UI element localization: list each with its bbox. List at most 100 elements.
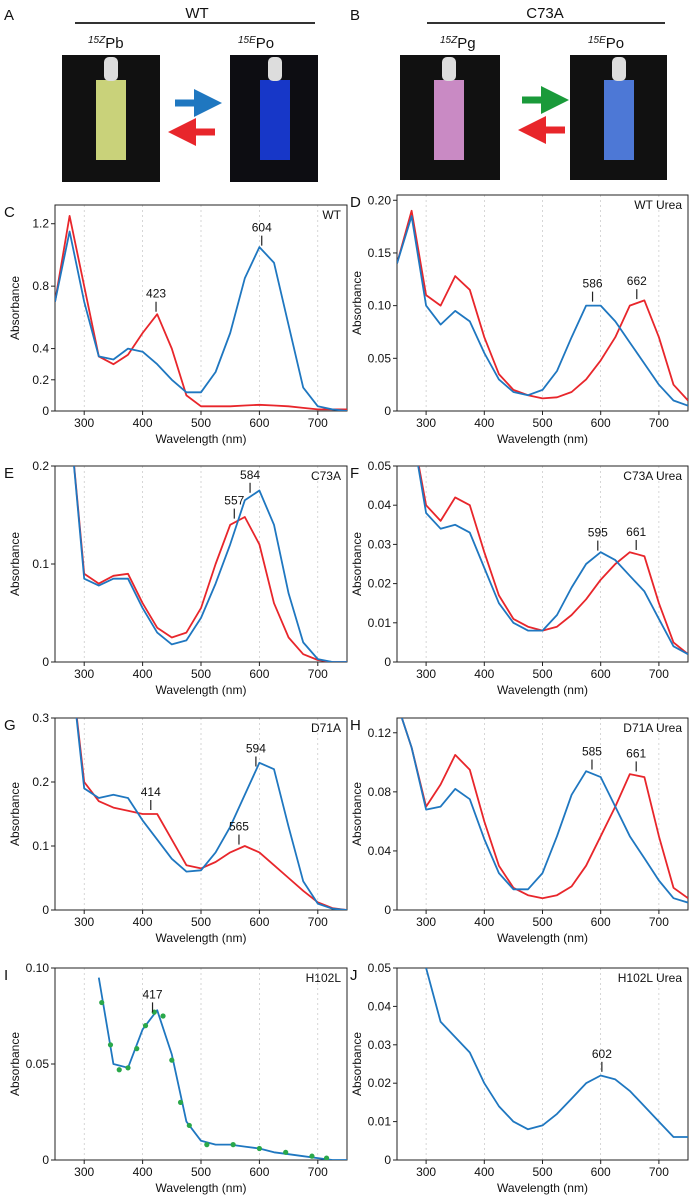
- peak-label: 661: [626, 525, 646, 539]
- y-tick-label: 0.10: [368, 299, 392, 313]
- x-tick-label: 300: [416, 667, 436, 681]
- y-tick-label: 0.01: [368, 1115, 392, 1129]
- data-point: [177, 1099, 184, 1105]
- x-tick-label: 300: [416, 416, 436, 430]
- peak-label: 417: [143, 987, 163, 1001]
- y-tick-label: 0.4: [32, 342, 49, 356]
- x-tick-label: 500: [532, 667, 552, 681]
- spectrum-line: [55, 230, 347, 411]
- plot-area: [400, 718, 688, 904]
- x-tick-label: 300: [74, 667, 94, 681]
- x-tick-label: 600: [249, 667, 269, 681]
- x-tick-label: 400: [474, 667, 494, 681]
- x-tick-label: 300: [74, 915, 94, 929]
- peak-label: 584: [240, 468, 260, 482]
- cap: [442, 57, 456, 81]
- x-tick-label: 400: [133, 915, 153, 929]
- peak-label: 423: [146, 287, 166, 301]
- cuvette: [434, 80, 464, 160]
- peak-label: 661: [626, 746, 646, 760]
- x-axis-label: Wavelength (nm): [156, 683, 247, 697]
- plot-area: [417, 466, 688, 655]
- x-tick-label: 400: [133, 667, 153, 681]
- cap: [612, 57, 626, 81]
- peak-label: 604: [252, 221, 272, 235]
- peak-label: 557: [224, 494, 244, 508]
- x-tick-label: 600: [591, 915, 611, 929]
- x-tick-label: 600: [591, 1165, 611, 1179]
- y-tick-label: 1.2: [32, 217, 49, 231]
- panel-title: WT: [185, 5, 208, 22]
- y-axis-label: Absorbance: [8, 1032, 22, 1096]
- x-tick-label: 700: [308, 416, 328, 430]
- x-tick-label: 400: [133, 1165, 153, 1179]
- plot-frame: [396, 967, 689, 1161]
- data-point: [230, 1142, 236, 1148]
- panel-letter: A: [4, 7, 14, 24]
- photo-label: 15EPo: [238, 35, 274, 52]
- x-tick-label: 400: [474, 416, 494, 430]
- y-tick-label: 0.20: [368, 193, 392, 207]
- x-tick-label: 600: [591, 416, 611, 430]
- x-tick-label: 500: [191, 915, 211, 929]
- y-tick-label: 0.02: [368, 577, 392, 591]
- data-point: [142, 1023, 149, 1029]
- x-tick-label: 700: [649, 1165, 669, 1179]
- spectrum-line: [75, 718, 347, 910]
- x-tick-label: 300: [74, 1165, 94, 1179]
- y-tick-label: 0: [42, 1153, 49, 1167]
- y-tick-label: 0: [384, 404, 391, 418]
- y-tick-label: 0.1: [32, 839, 49, 853]
- spectrum-line: [397, 215, 688, 407]
- chart-annotation: WT: [322, 208, 341, 222]
- panel-letter: D: [350, 194, 361, 211]
- plot-frame: [54, 967, 348, 1161]
- y-axis-label: Absorbance: [8, 276, 22, 340]
- peak-label: 602: [592, 1047, 612, 1061]
- data-point: [116, 1067, 122, 1073]
- data-point: [99, 999, 105, 1006]
- panel-letter: F: [350, 465, 359, 482]
- chart-annotation: C73A Urea: [623, 469, 682, 483]
- y-tick-label: 0.05: [368, 351, 392, 365]
- y-tick-label: 0.1: [32, 557, 49, 571]
- plot-area: [425, 968, 688, 1138]
- plot-frame: [54, 717, 348, 911]
- y-axis-label: Absorbance: [350, 1032, 364, 1096]
- data-point: [160, 1013, 166, 1019]
- data-point: [309, 1153, 315, 1159]
- chart-annotation: D71A: [311, 721, 341, 735]
- panel-letter: G: [4, 717, 16, 734]
- y-tick-label: 0: [42, 655, 49, 669]
- x-tick-label: 600: [249, 1165, 269, 1179]
- y-tick-label: 0: [384, 655, 391, 669]
- x-tick-label: 400: [133, 416, 153, 430]
- chart-annotation: D71A Urea: [623, 721, 682, 735]
- spectrum-line: [400, 718, 688, 904]
- y-tick-label: 0: [42, 903, 49, 917]
- y-tick-label: 0.15: [368, 246, 392, 260]
- peak-label: 595: [588, 526, 608, 540]
- x-tick-label: 300: [74, 416, 94, 430]
- x-tick-label: 500: [191, 416, 211, 430]
- cap: [104, 57, 118, 81]
- chart-annotation: WT Urea: [634, 198, 682, 212]
- panel-letter: J: [350, 967, 358, 984]
- y-tick-label: 0.03: [368, 537, 392, 551]
- spectrum-line: [73, 466, 347, 662]
- plot-frame: [54, 204, 348, 412]
- x-axis-label: Wavelength (nm): [156, 432, 247, 446]
- y-tick-label: 0.05: [368, 961, 392, 975]
- spectrum-line: [55, 215, 347, 411]
- x-tick-label: 300: [416, 915, 436, 929]
- plot-frame: [396, 717, 689, 911]
- x-tick-label: 500: [532, 915, 552, 929]
- photo-label: 15ZPg: [440, 35, 476, 52]
- data-point: [125, 1065, 131, 1071]
- peak-label: 662: [627, 274, 647, 288]
- x-axis-label: Wavelength (nm): [156, 931, 247, 945]
- peak-label: 586: [583, 277, 603, 291]
- plot-area: [397, 209, 688, 407]
- data-point: [256, 1145, 262, 1152]
- x-axis-label: Wavelength (nm): [497, 1181, 588, 1195]
